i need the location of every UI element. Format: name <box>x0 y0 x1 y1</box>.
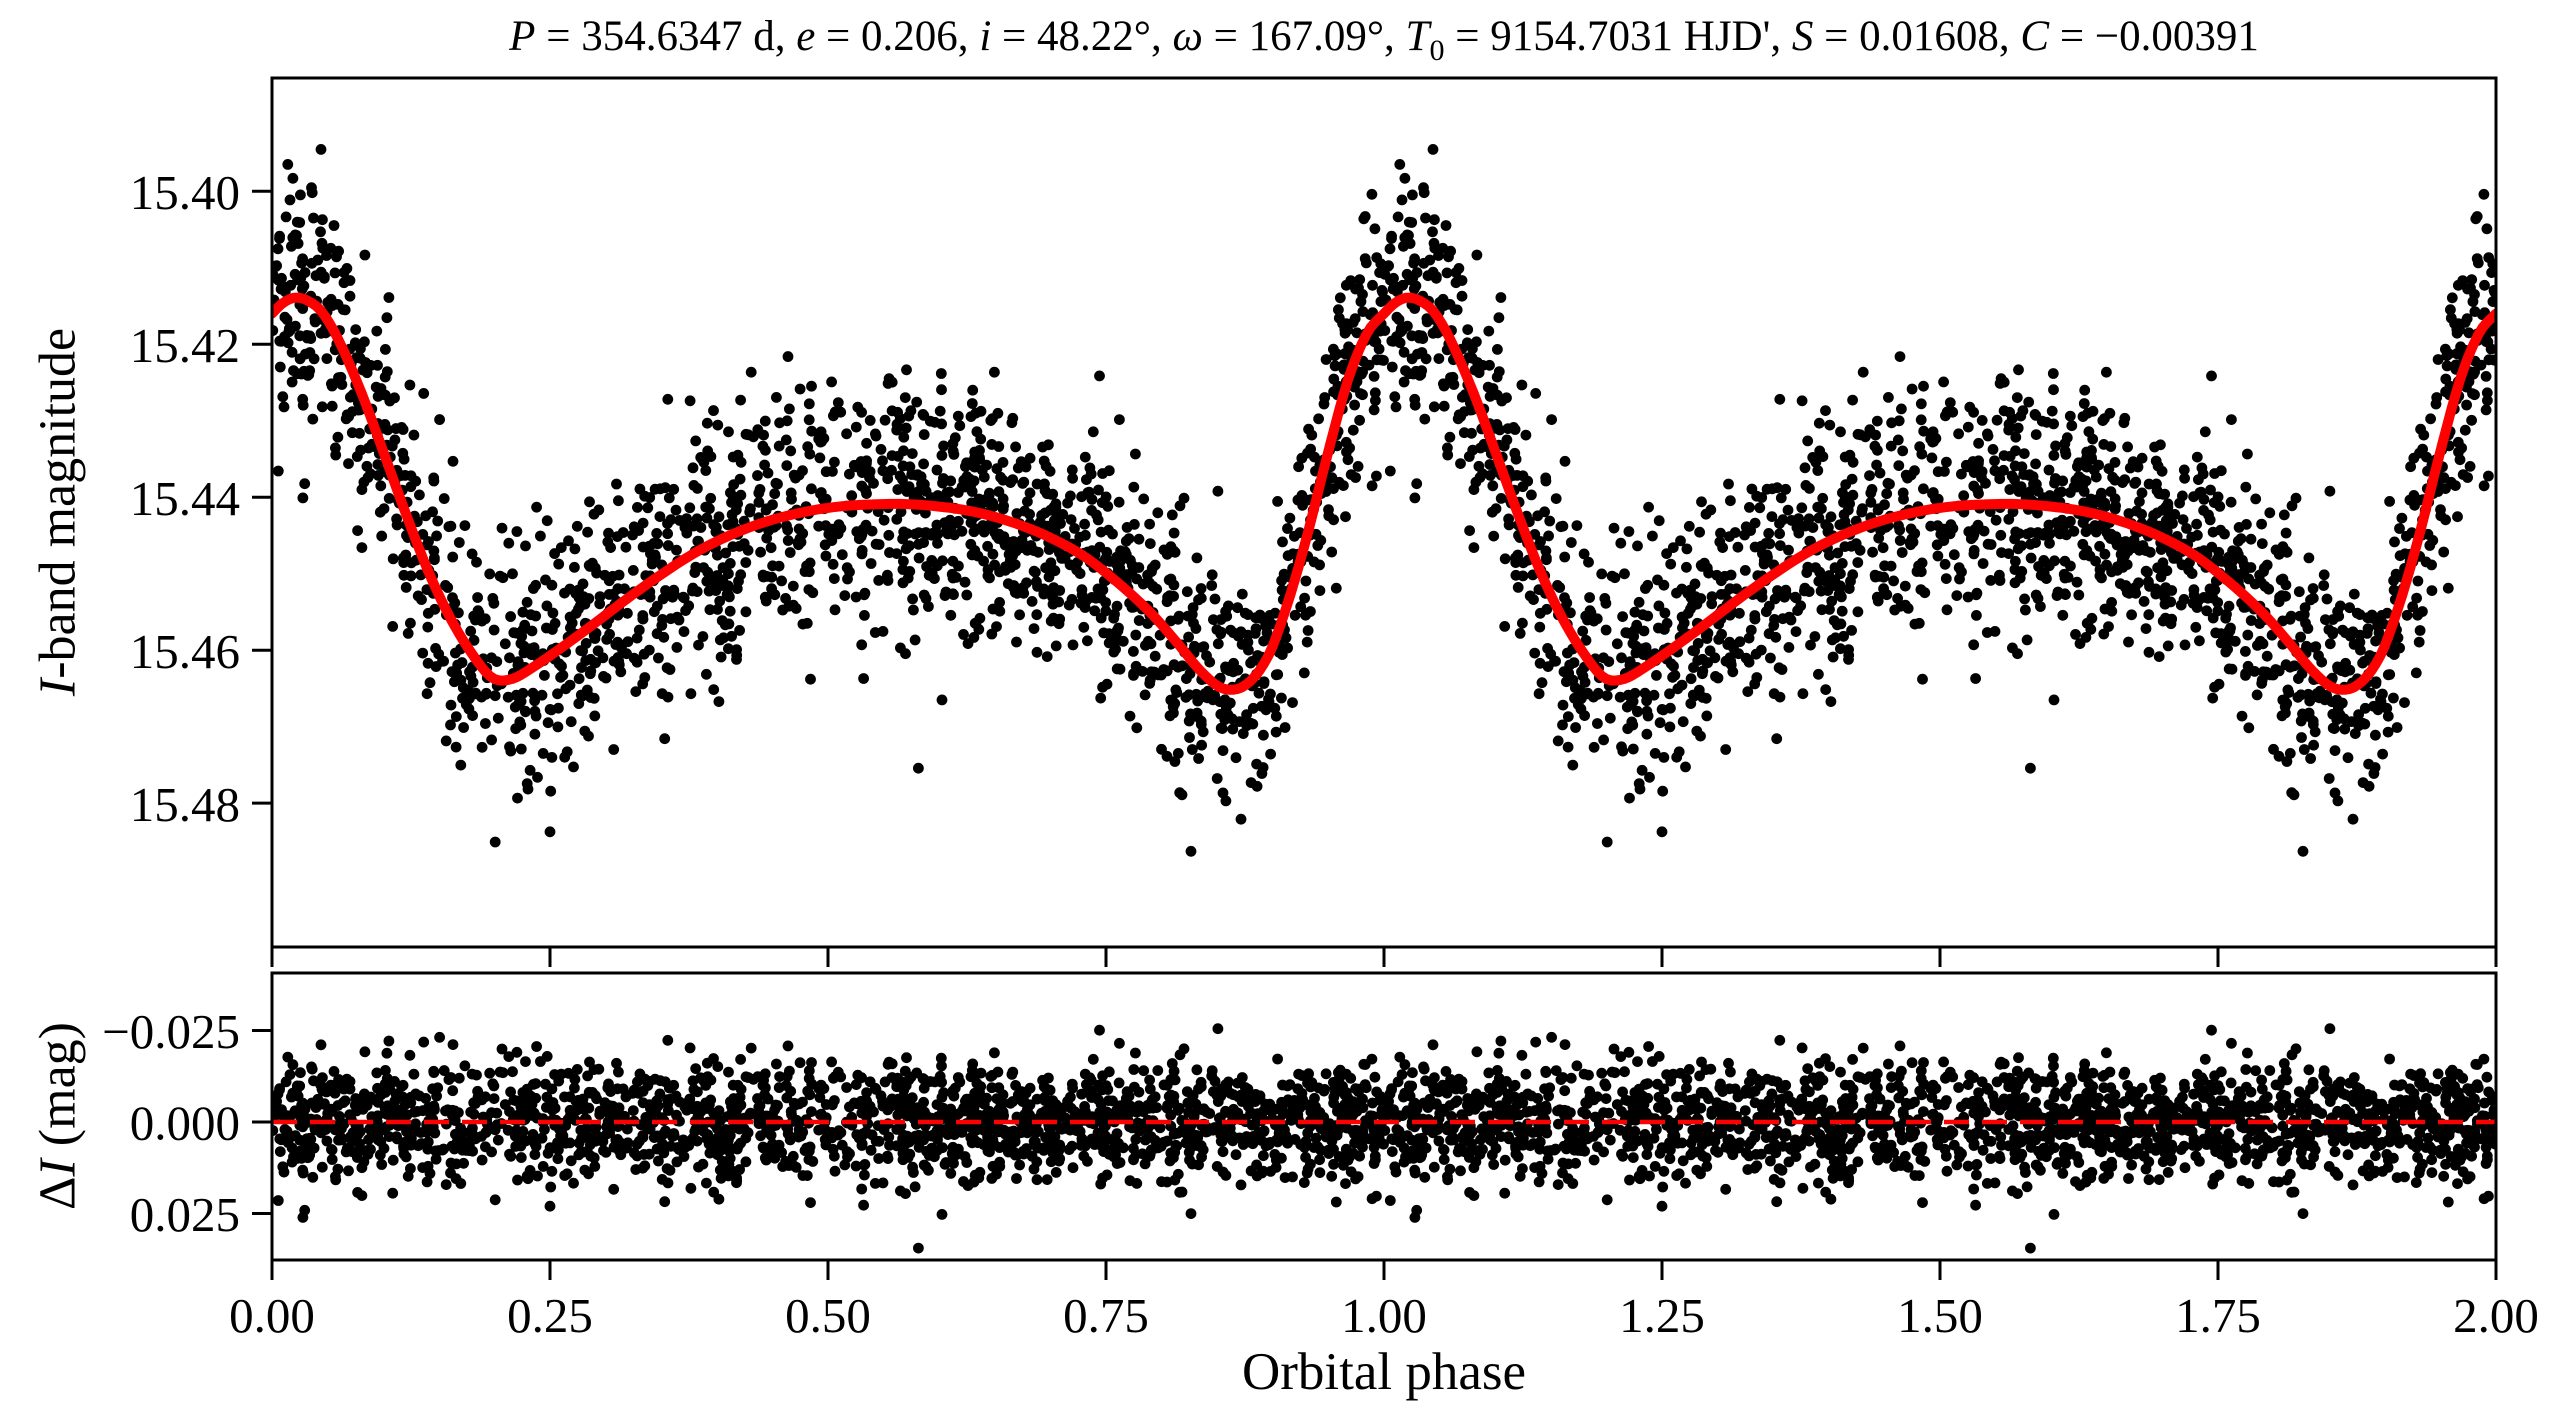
y-tick-label-residual: 0.025 <box>130 1187 240 1242</box>
light-curve-panel <box>272 144 2496 857</box>
y-tick-label-magnitude: 15.48 <box>130 777 240 832</box>
x-tick-label: 1.50 <box>1897 1288 1983 1343</box>
x-axis-label: Orbital phase <box>1241 1343 1527 1401</box>
residual-panel <box>272 1023 2496 1254</box>
scatter-points-residual <box>272 1023 2496 1254</box>
y-axis-label-residual: ΔI (mag) <box>29 1022 87 1210</box>
axis-ticks: 0.00 0.25 0.50 0.75 1.00 1.25 1.50 1.75 2.00 15.4… <box>102 165 2539 1343</box>
y-tick-label-magnitude: 15.42 <box>130 318 240 373</box>
x-tick-label: 1.00 <box>1341 1288 1427 1343</box>
y-tick-label-magnitude: 15.46 <box>130 624 240 679</box>
upper-panel-spines <box>270 76 2498 949</box>
x-tick-label: 1.75 <box>2175 1288 2261 1343</box>
x-tick-label: 0.75 <box>1063 1288 1149 1343</box>
x-tick-label: 0.00 <box>229 1288 315 1343</box>
y-tick-label-magnitude: 15.44 <box>130 471 240 526</box>
x-tick-label: 0.25 <box>507 1288 593 1343</box>
y-tick-label-residual: −0.025 <box>102 1004 240 1059</box>
x-tick-label: 2.00 <box>2453 1288 2539 1343</box>
x-tick-label: 1.25 <box>1619 1288 1705 1343</box>
scatter-points-light-curve <box>272 144 2496 857</box>
lower-panel-spines <box>270 971 2498 1262</box>
model-curve-line <box>272 292 2496 695</box>
y-axis-label-magnitude: I-band magnitude <box>29 327 87 697</box>
y-tick-label-residual: 0.000 <box>130 1096 240 1151</box>
y-tick-label-magnitude: 15.40 <box>130 165 240 220</box>
x-tick-label: 0.50 <box>785 1288 871 1343</box>
figure-title: P = 354.6347 d, e = 0.206, i = 48.22°, ω… <box>509 13 2259 67</box>
